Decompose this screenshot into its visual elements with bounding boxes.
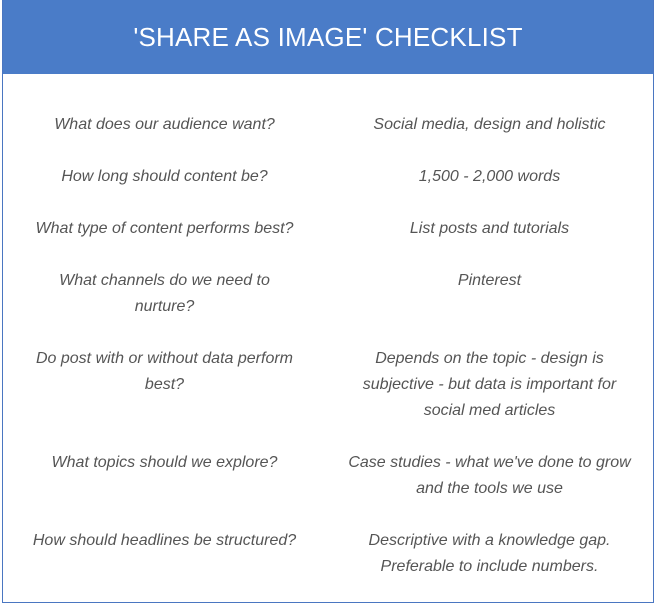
checklist-table: What does our audience want? Social medi…: [3, 112, 653, 606]
question-cell: What type of content performs best?: [35, 220, 294, 237]
answer-cell: List posts and tutorials: [409, 220, 570, 237]
table-row: What channels do we need to nurture? Pin…: [3, 268, 653, 320]
question-cell: What does our audience want?: [54, 116, 275, 133]
answer-cell: Descriptive with a knowledge gap. Prefer…: [368, 532, 611, 575]
question-cell: What channels do we need to nurture?: [59, 272, 270, 315]
answer-cell: Depends on the topic - design is subject…: [362, 350, 617, 419]
question-cell: What topics should we explore?: [51, 454, 278, 471]
question-cell: How should headlines be structured?: [32, 532, 297, 549]
question-cell: Do post with or without data perform bes…: [35, 350, 293, 393]
answer-cell: Pinterest: [457, 272, 522, 289]
table-row: How long should content be? 1,500 - 2,00…: [3, 164, 653, 190]
table-row: How should headlines be structured? Desc…: [3, 528, 653, 580]
header-background: [3, 0, 653, 74]
table-row: What type of content performs best? List…: [3, 216, 653, 242]
question-cell: How long should content be?: [61, 168, 268, 185]
answer-cell: Case studies - what we've done to grow a…: [348, 454, 631, 497]
table-row: What topics should we explore? Case stud…: [3, 450, 653, 502]
checklist-header: 'SHARE AS IMAGE' CHECKLIST: [3, 0, 653, 74]
table-row: Do post with or without data perform bes…: [3, 346, 653, 424]
checklist-title: 'SHARE AS IMAGE' CHECKLIST: [133, 21, 523, 52]
answer-cell: Social media, design and holistic: [373, 116, 606, 133]
table-row: What does our audience want? Social medi…: [3, 112, 653, 138]
answer-cell: 1,500 - 2,000 words: [418, 168, 561, 185]
